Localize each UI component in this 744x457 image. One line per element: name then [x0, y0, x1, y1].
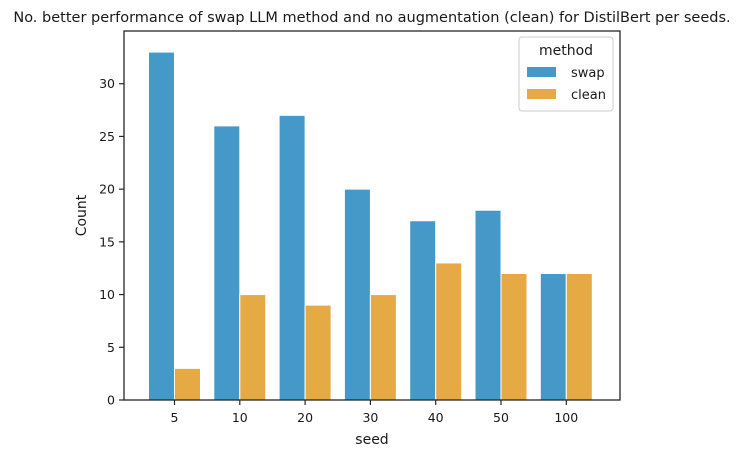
- y-tick-label: 20: [99, 182, 115, 197]
- x-axis-label: seed: [355, 432, 388, 448]
- bar-clean-40: [435, 262, 463, 401]
- y-tick-label: 0: [107, 393, 115, 408]
- y-tick-label: 30: [99, 76, 115, 91]
- x-axis: 5 10 20 30 40 50 100: [171, 400, 578, 425]
- legend-label-swap: swap: [571, 66, 605, 81]
- bar-clean-100: [565, 272, 593, 401]
- legend-items: swap clean: [527, 66, 606, 103]
- x-tick-label: 20: [297, 410, 313, 425]
- x-tick-label: 30: [362, 410, 378, 425]
- plot-area: [148, 51, 593, 401]
- bar-swap-30: [343, 188, 371, 401]
- bar-swap-10: [213, 125, 241, 401]
- y-tick-label: 5: [107, 340, 115, 355]
- legend-swatch-clean: [527, 89, 556, 99]
- x-tick-label: 100: [554, 410, 578, 425]
- x-tick-label: 10: [232, 410, 248, 425]
- bar-swap-40: [409, 220, 437, 401]
- bar-clean-5: [174, 367, 201, 401]
- bar-swap-20: [278, 114, 306, 401]
- x-tick-label: 5: [171, 410, 179, 425]
- plot-frame: [123, 30, 621, 401]
- y-tick-label: 15: [99, 234, 115, 249]
- y-tick-label: 25: [99, 129, 115, 144]
- y-axis-label: Count: [74, 194, 90, 236]
- bar-swap-50: [474, 209, 502, 401]
- bar-clean-50: [500, 272, 528, 401]
- chart-title: No. better performance of swap LLM metho…: [13, 10, 730, 26]
- legend-label-clean: clean: [571, 88, 606, 103]
- legend-swatch-swap: [527, 67, 556, 77]
- bar-clean-20: [304, 304, 332, 401]
- legend: method swap clean: [518, 36, 614, 112]
- x-tick-label: 50: [493, 410, 509, 425]
- bar-swap-5: [148, 51, 175, 401]
- bar-clean-30: [369, 294, 397, 401]
- x-tick-label: 40: [428, 410, 444, 425]
- y-tick-label: 10: [99, 287, 115, 302]
- bar-clean-10: [239, 294, 267, 401]
- y-axis: 0 5 10 15 20 25 30: [99, 76, 124, 408]
- legend-title: method: [539, 43, 593, 59]
- bar-swap-100: [539, 272, 567, 401]
